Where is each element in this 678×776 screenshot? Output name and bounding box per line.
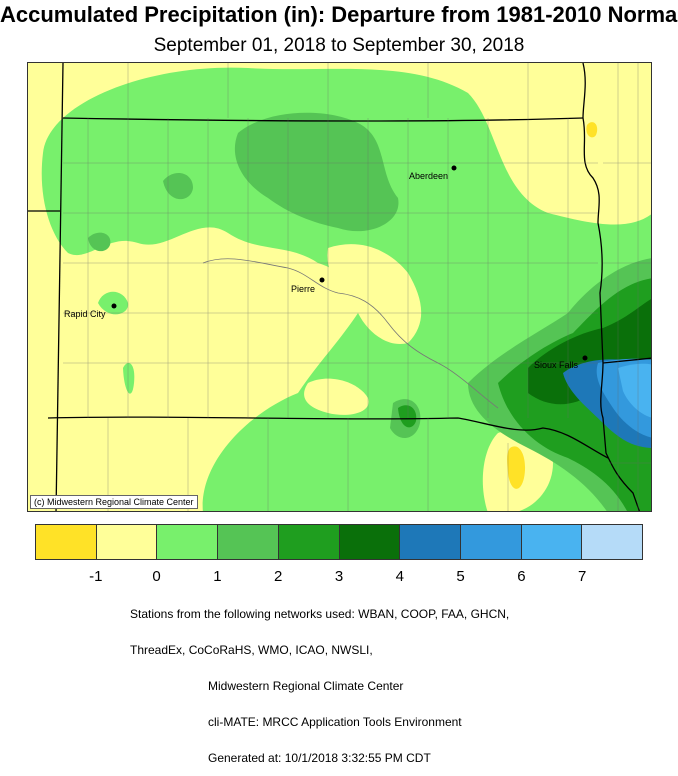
- precipitation-map: Aberdeen Pierre Rapid City Sioux Falls (…: [27, 62, 652, 512]
- zone-0-to-1: [268, 343, 297, 368]
- city-label-rapid-city: Rapid City: [64, 309, 106, 319]
- legend-bin: [521, 525, 583, 559]
- legend-bin: [96, 525, 158, 559]
- zone-1-to-2: [88, 232, 111, 252]
- footer-line: Midwestern Regional Climate Center: [208, 679, 404, 693]
- zone-minus1-to-0: [586, 122, 598, 138]
- footer-line: Stations from the following networks use…: [130, 607, 510, 621]
- footer-line: Generated at: 10/1/2018 3:32:55 PM CDT: [208, 751, 431, 765]
- legend-bin: [339, 525, 401, 559]
- river: [202, 258, 499, 409]
- legend-tick-label: 5: [456, 568, 465, 585]
- footer-notes: Stations from the following networks use…: [130, 584, 509, 776]
- legend-tick-label: 7: [578, 568, 587, 585]
- pierre-marker: [319, 277, 325, 283]
- legend-tick-label: 2: [274, 568, 283, 585]
- city-markers: [111, 165, 588, 361]
- legend-tick-label: 1: [213, 568, 222, 585]
- aberdeen-marker: [451, 165, 457, 171]
- city-label-sioux-falls: Sioux Falls: [534, 360, 579, 370]
- legend-bin: [218, 525, 279, 559]
- map-title: Accumulated Precipitation (in): Departur…: [0, 2, 678, 27]
- color-legend: [35, 524, 643, 560]
- zone-3-to-4: [528, 299, 651, 405]
- legend-tick-label: 3: [334, 568, 344, 585]
- zone-0-to-1: [327, 244, 422, 344]
- zone-0-to-1: [98, 291, 129, 315]
- zone-6-to-7: [618, 363, 651, 418]
- county-lines: [63, 63, 651, 511]
- zone-0-to-1: [123, 363, 135, 394]
- legend-tick-label: 6: [517, 568, 526, 585]
- sioux-falls-marker: [582, 355, 588, 361]
- legend-bin: [400, 525, 461, 559]
- legend-bin: [36, 525, 97, 559]
- zone-minus1-to-0: [507, 446, 526, 489]
- state-borders: [28, 63, 651, 511]
- zone-1-to-2: [234, 112, 399, 232]
- footer-line: cli-MATE: MRCC Application Tools Environ…: [208, 715, 462, 729]
- legend-ticks: -1 0 1 2 3 4 5 6 7: [35, 568, 643, 586]
- city-label-aberdeen: Aberdeen: [409, 171, 448, 181]
- legend-tick-label: 4: [395, 568, 404, 585]
- city-label-pierre: Pierre: [291, 284, 315, 294]
- legend-bin: [460, 525, 522, 559]
- legend-bin: [157, 525, 219, 559]
- map-subtitle: September 01, 2018 to September 30, 2018: [153, 35, 525, 56]
- map-canvas: Aberdeen Pierre Rapid City Sioux Falls: [28, 63, 651, 511]
- legend-tick-label: -1: [89, 568, 103, 585]
- footer-line: ThreadEx, CoCoRaHS, WMO, ICAO, NWSLI,: [130, 643, 373, 657]
- legend-bin: [582, 525, 643, 559]
- legend-tick-label: 0: [152, 568, 161, 585]
- zone-2-to-3: [398, 405, 417, 428]
- zone-0-to-1: [304, 378, 369, 415]
- copyright-notice: (c) Midwestern Regional Climate Center: [30, 495, 198, 509]
- zone-1-to-2: [163, 172, 193, 200]
- rapid-city-marker: [111, 303, 117, 309]
- legend-bin: [278, 525, 340, 559]
